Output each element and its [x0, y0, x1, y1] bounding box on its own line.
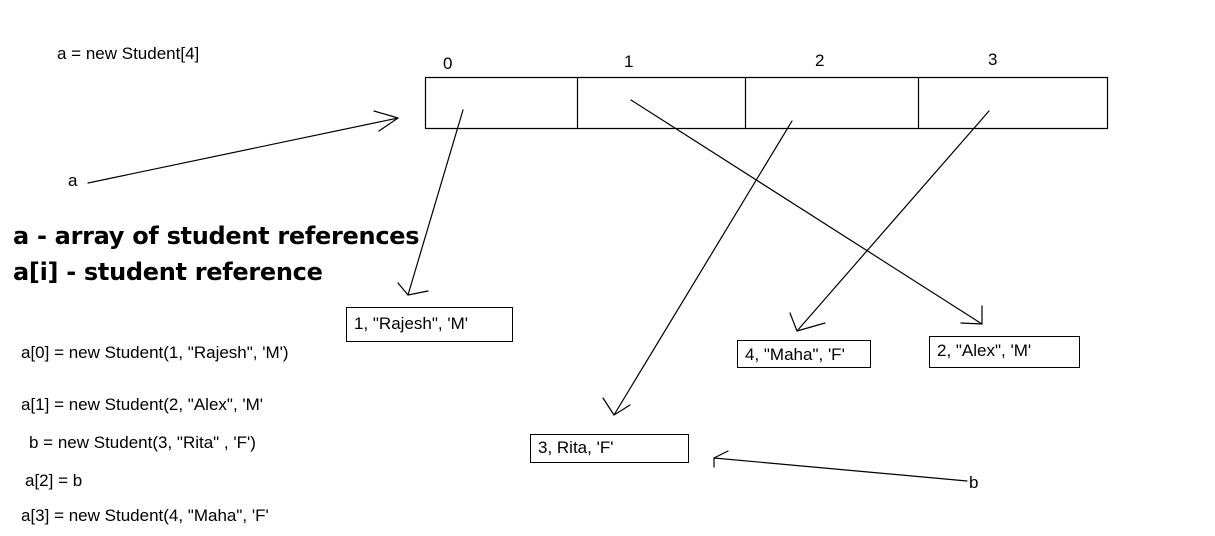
arrow-index1-to-alex: [630, 99, 983, 325]
student-object-rita: 3, Rita, 'F': [530, 434, 689, 463]
arrow-b-to-rita: [713, 457, 968, 482]
arrow-a-to-array: [87, 117, 399, 184]
arrow-index3-to-maha: [796, 110, 990, 332]
arrowhead-index3: [789, 312, 826, 332]
arrow-index2-to-rita: [613, 120, 793, 416]
array-index-1: 1: [624, 52, 634, 71]
code-line-b: b = new Student(3, "Rita" , 'F'): [29, 433, 256, 452]
variable-b-label: b: [969, 473, 979, 492]
code-line-a3: a[3] = new Student(4, "Maha", 'F': [21, 506, 269, 525]
student-object-alex: 2, "Alex", 'M': [929, 336, 1080, 368]
arrow-index0-to-rajesh: [407, 109, 464, 296]
array-index-3: 3: [988, 50, 998, 69]
code-line-a2: a[2] = b: [25, 471, 83, 490]
array-outline: [424, 76, 1109, 130]
student-object-rajesh: 1, "Rajesh", 'M': [346, 307, 513, 342]
arrowhead-a-to-array: [373, 110, 399, 132]
arrowhead-index2: [602, 397, 631, 416]
arrowhead-index1: [960, 305, 983, 325]
code-line-a0: a[0] = new Student(1, "Rajesh", 'M'): [21, 343, 289, 362]
note-student-reference: a[i] - student reference: [13, 258, 323, 286]
arrowhead-index0: [397, 282, 429, 296]
array-index-2: 2: [815, 51, 825, 70]
array-declaration: a = new Student[4]: [57, 44, 200, 63]
note-array-of-references: a - array of student references: [13, 222, 420, 250]
student-object-maha: 4, "Maha", 'F': [737, 340, 871, 368]
array-index-0: 0: [443, 54, 453, 73]
arrowhead-b: [713, 450, 729, 468]
code-line-a1: a[1] = new Student(2, "Alex", 'M': [21, 395, 264, 414]
variable-a-label: a: [68, 171, 78, 190]
